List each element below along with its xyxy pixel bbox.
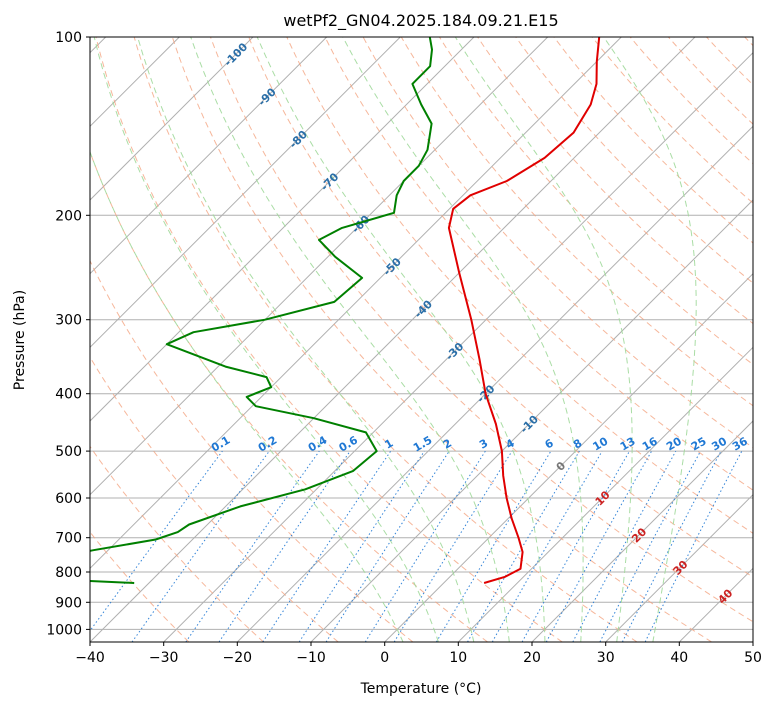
y-tick-label: 200 <box>55 208 82 224</box>
dry-adiabat <box>210 37 753 623</box>
x-tick-label: 20 <box>523 650 541 666</box>
x-tick-label: 50 <box>744 650 762 666</box>
dry-adiabat <box>591 37 753 204</box>
sounding-profiles <box>90 37 601 584</box>
x-tick-label: 40 <box>670 650 688 666</box>
dry-adiabat <box>515 37 753 284</box>
y-tick-label: 300 <box>55 313 82 329</box>
isotherm-line <box>605 493 753 642</box>
moist-adiabat <box>454 37 633 642</box>
isotherm-line <box>457 346 753 642</box>
mixing-ratio-line <box>467 450 580 642</box>
isotherm-line <box>236 125 753 642</box>
mixing-ratio-line <box>131 450 270 642</box>
dry-adiabat <box>629 37 753 165</box>
y-tick-label: 400 <box>55 387 82 403</box>
moist-adiabat <box>190 37 510 642</box>
moist-adiabats <box>90 37 697 642</box>
isotherm-line <box>90 37 549 496</box>
isotherm-line <box>384 272 753 642</box>
isotherm-line <box>163 51 753 642</box>
mixing-ratio-line <box>185 450 320 642</box>
mixing-ratio-line <box>435 450 552 642</box>
chart-title: wetPf2_GN04.2025.184.09.21.E15 <box>283 11 558 31</box>
dry-adiabat <box>171 37 712 642</box>
isotherm-line <box>90 37 401 349</box>
isotherm-line <box>531 420 753 642</box>
y-tick-label: 100 <box>55 30 82 46</box>
dry-adiabat <box>324 37 753 491</box>
moist-adiabat <box>90 150 404 642</box>
mixing-ratio-line <box>521 450 630 642</box>
moist-adiabat <box>603 37 697 642</box>
x-tick-label: −10 <box>296 650 326 666</box>
mixing-ratio-line <box>572 450 677 642</box>
y-tick-label: 600 <box>55 491 82 507</box>
y-tick-label: 700 <box>55 531 82 547</box>
dry-adiabat <box>362 37 753 449</box>
mixing-ratio-line <box>393 450 513 642</box>
mixing-ratio-line <box>90 450 223 632</box>
y-axis-ticks: 1000 900 800 700 600 500 400 300 200 100 <box>46 30 90 638</box>
x-axis-title: Temperature (°C) <box>360 681 482 697</box>
temperature-profile <box>447 37 601 584</box>
isotherm-line <box>90 37 254 201</box>
isotherm-gridlines <box>90 37 753 642</box>
x-tick-label: −20 <box>223 650 253 666</box>
pressure-gridlines <box>90 37 753 630</box>
moist-adiabat <box>342 37 584 642</box>
dry-adiabats <box>90 37 753 642</box>
x-tick-label: 30 <box>597 650 615 666</box>
dry-adiabat <box>133 37 638 642</box>
background-lines <box>90 37 753 642</box>
dry-adiabat <box>90 259 414 642</box>
moist-adiabat <box>137 37 475 642</box>
x-tick-label: −30 <box>149 650 179 666</box>
moist-adiabat <box>256 37 546 642</box>
mixing-ratio-line <box>545 450 653 642</box>
isotherm-line <box>90 37 696 642</box>
isotherm-line <box>90 37 328 275</box>
x-axis-ticks: −40 −30 −20 −10 0 10 20 30 40 50 <box>75 642 762 666</box>
y-axis-title: Pressure (hPa) <box>12 290 28 390</box>
dry-adiabat <box>477 37 753 325</box>
dry-adiabat <box>90 445 264 642</box>
mixing-ratio-lines <box>90 450 743 642</box>
y-tick-label: 500 <box>55 444 82 460</box>
y-tick-label: 1000 <box>46 622 82 638</box>
mixing-ratio-line <box>364 450 486 642</box>
x-tick-label: −40 <box>75 650 105 666</box>
dry-adiabat <box>248 37 753 578</box>
mixing-ratio-line <box>218 450 351 642</box>
isotherm-line <box>90 37 475 422</box>
y-tick-label: 900 <box>55 595 82 611</box>
mixing-ratio-line <box>491 450 603 642</box>
mixing-ratio-line <box>325 450 450 642</box>
dewpoint-profile <box>90 37 433 584</box>
x-tick-label: 10 <box>449 650 467 666</box>
dry-adiabat <box>400 37 753 407</box>
x-tick-label: 0 <box>380 650 389 666</box>
moist-adiabat <box>93 37 439 642</box>
y-tick-label: 800 <box>55 565 82 581</box>
isotherm-line <box>90 37 622 570</box>
plot-frame <box>89 36 754 643</box>
dry-adiabat <box>95 37 563 642</box>
